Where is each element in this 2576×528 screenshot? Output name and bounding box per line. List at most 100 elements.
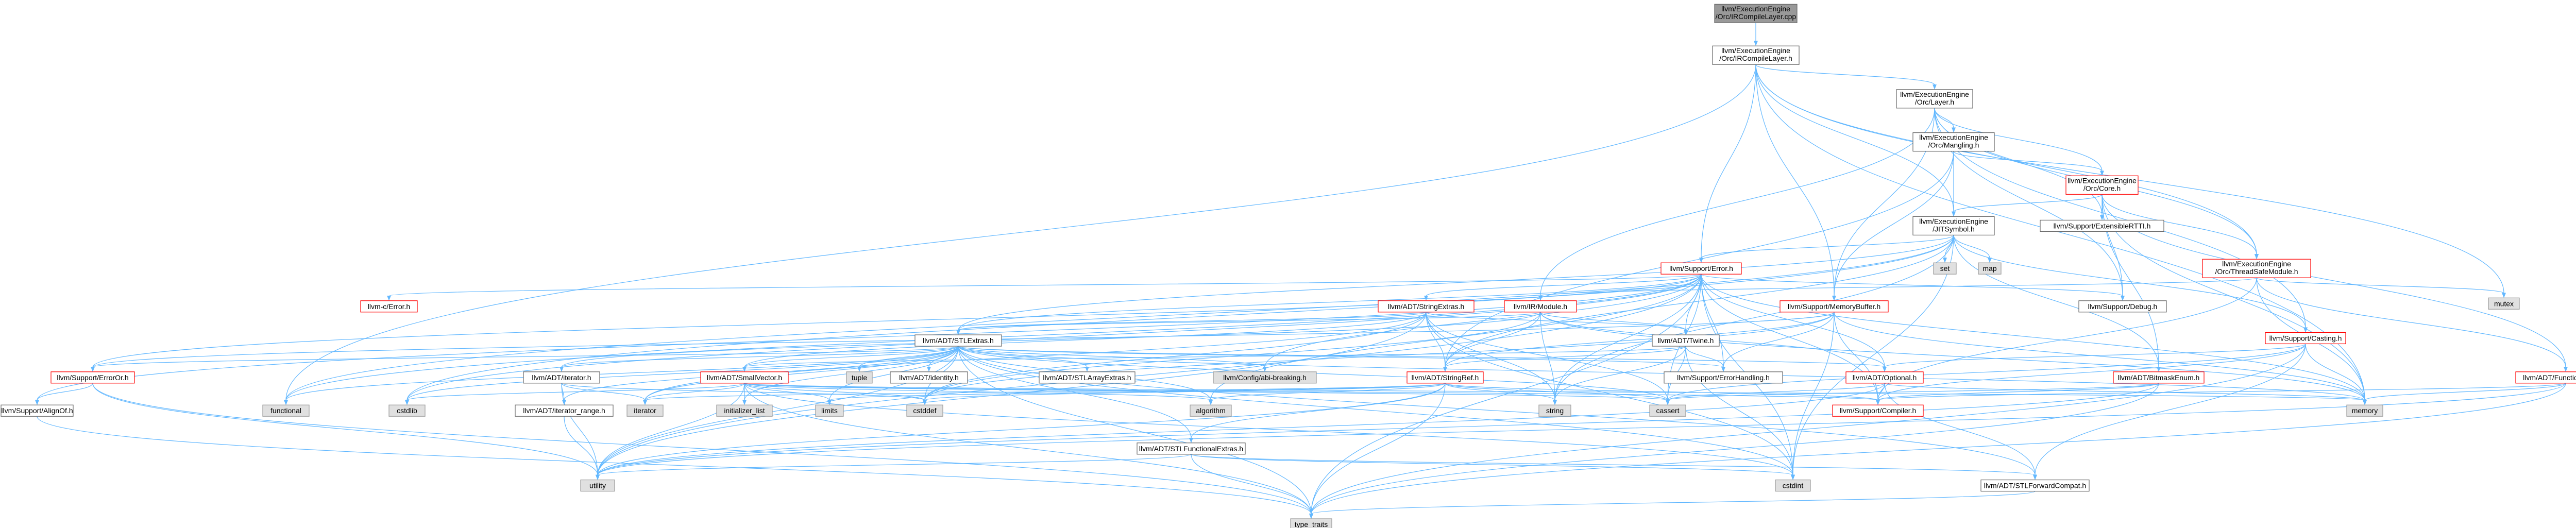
node-ircl[interactable]: llvm/ExecutionEngine/Orc/IRCompileLayer.… xyxy=(1712,45,1800,65)
edge-iterator_h-to-iterator xyxy=(561,383,647,405)
node-label: cassert xyxy=(1656,406,1679,415)
node-membuf[interactable]: llvm/Support/MemoryBuffer.h xyxy=(1780,300,1889,313)
node-compiler[interactable]: llvm/Support/Compiler.h xyxy=(1832,404,1924,417)
node-twine[interactable]: llvm/ADT/Twine.h xyxy=(1652,334,1720,347)
node-abibreak[interactable]: llvm/Config/abi-breaking.h xyxy=(1213,371,1317,384)
node-strextras[interactable]: llvm/ADT/StringExtras.h xyxy=(1378,300,1475,313)
edge-strref-to-compiler xyxy=(1445,383,1880,405)
node-label: /Orc/IRCompileLayer.cpp xyxy=(1716,12,1797,21)
node-stlarray[interactable]: llvm/ADT/STLArrayExtras.h xyxy=(1039,371,1136,384)
node-box xyxy=(1780,300,1889,313)
edge-jitsym-to-stlextras xyxy=(956,235,1954,335)
node-stlfunc[interactable]: llvm/ADT/STLFunctionalExtras.h xyxy=(1137,442,1246,455)
node-strref[interactable]: llvm/ADT/StringRef.h xyxy=(1406,371,1484,384)
edge-smallvec-to-cstddef xyxy=(744,383,927,405)
node-cerror[interactable]: llvm-c/Error.h xyxy=(360,300,418,313)
node-label: llvm/ADT/STLForwardCompat.h xyxy=(1984,482,2086,490)
node-cassert[interactable]: cassert xyxy=(1649,404,1686,417)
edge-smallvec-to-typetraits xyxy=(744,383,1313,519)
edge-strextras-to-smallvec xyxy=(742,312,1427,372)
edge-bitmask-to-utility xyxy=(596,383,2159,480)
node-cstddef[interactable]: cstddef xyxy=(906,404,943,417)
node-errorhandling[interactable]: llvm/Support/ErrorHandling.h xyxy=(1664,371,1783,384)
node-smallvec[interactable]: llvm/ADT/SmallVector.h xyxy=(700,371,789,384)
node-label: llvm/ADT/BitmaskEnum.h xyxy=(2118,373,2200,382)
node-label: type_traits xyxy=(1295,520,1328,528)
node-box xyxy=(262,404,310,417)
edge-ircl-to-functional xyxy=(284,64,1756,405)
node-label: /Orc/IRCompileLayer.h xyxy=(1719,54,1792,62)
edge-jitsym-to-cstdlib xyxy=(405,235,1954,405)
node-jitsym[interactable]: llvm/ExecutionEngine/JITSymbol.h xyxy=(1912,216,1995,235)
node-label: llvm/Support/Debug.h xyxy=(2088,302,2158,311)
node-iterator_h[interactable]: llvm/ADT/iterator.h xyxy=(523,371,600,384)
edge-error-to-alignof xyxy=(35,274,1702,405)
edge-tsm-to-fnextras xyxy=(2256,278,2568,372)
node-initlist[interactable]: initializer_list xyxy=(716,404,773,417)
edge-jitsym-to-bitmask xyxy=(1953,235,2161,372)
node-typetraits[interactable]: type_traits xyxy=(1290,518,1332,528)
node-box xyxy=(580,479,615,492)
node-memory[interactable]: memory xyxy=(2346,404,2383,417)
node-functional[interactable]: functional xyxy=(262,404,310,417)
node-layer[interactable]: llvm/ExecutionEngine/Orc/Layer.h xyxy=(1896,89,1973,109)
edge-error-to-stlextras xyxy=(956,274,1702,335)
node-box xyxy=(523,371,600,384)
edge-tsm-to-mutex xyxy=(2256,277,2506,298)
edge-casting-to-optional xyxy=(1883,343,2306,372)
node-label: llvm/Support/ErrorOr.h xyxy=(57,373,128,382)
node-box xyxy=(1039,371,1136,384)
node-irmodule[interactable]: llvm/IR/Module.h xyxy=(1504,300,1577,313)
node-casting[interactable]: llvm/Support/Casting.h xyxy=(2265,332,2346,345)
node-algorithm[interactable]: algorithm xyxy=(1190,404,1232,417)
node-alignof[interactable]: llvm/Support/AlignOf.h xyxy=(1,404,74,417)
node-utility[interactable]: utility xyxy=(580,479,615,492)
edge-membuf-to-memory xyxy=(1834,312,2367,405)
node-label: /Orc/Core.h xyxy=(2083,184,2121,192)
node-mutex[interactable]: mutex xyxy=(2488,297,2520,310)
node-box xyxy=(1213,371,1317,384)
node-label: llvm/ExecutionEngine xyxy=(1919,217,1988,225)
node-itrange[interactable]: llvm/ADT/iterator_range.h xyxy=(515,404,614,417)
node-fnextras[interactable]: llvm/ADT/FunctionExtras.h xyxy=(2515,371,2576,384)
edge-strref-to-algorithm xyxy=(1209,383,1446,405)
node-label: functional xyxy=(270,406,301,415)
edge-error-to-errorort xyxy=(91,274,1702,372)
node-identity[interactable]: llvm/ADT/identity.h xyxy=(890,371,968,384)
node-mangling[interactable]: llvm/ExecutionEngine/Orc/Mangling.h xyxy=(1912,132,1995,152)
edge-stlfunc-to-utility xyxy=(596,454,1192,480)
node-map[interactable]: map xyxy=(1978,262,2002,275)
node-label: /JITSymbol.h xyxy=(1933,225,1975,233)
node-box xyxy=(388,404,426,417)
node-error[interactable]: llvm/Support/Error.h xyxy=(1660,262,1742,275)
node-errorort[interactable]: llvm/Support/ErrorOr.h xyxy=(50,371,135,384)
node-core[interactable]: llvm/ExecutionEngine/Orc/Core.h xyxy=(2065,175,2139,195)
node-extrtti[interactable]: llvm/Support/ExtensibleRTTI.h xyxy=(2040,219,2164,232)
edge-error-to-optional xyxy=(1701,274,1887,372)
node-label: cstdint xyxy=(1783,482,1804,490)
node-root[interactable]: llvm/ExecutionEngine/Orc/IRCompileLayer.… xyxy=(1714,4,1798,23)
node-bitmask[interactable]: llvm/ADT/BitmaskEnum.h xyxy=(2113,371,2205,384)
node-limits[interactable]: limits xyxy=(815,404,844,417)
edge-bitmask-to-cassert xyxy=(1666,383,2159,405)
node-label: limits xyxy=(821,406,838,415)
edge-strextras-to-cassert xyxy=(1426,312,1670,405)
node-box xyxy=(1912,132,1995,152)
node-optional[interactable]: llvm/ADT/Optional.h xyxy=(1845,371,1924,384)
node-tsm[interactable]: llvm/ExecutionEngine/Orc/ThreadSafeModul… xyxy=(2202,259,2311,278)
edge-stlextras-to-functional xyxy=(284,346,959,405)
node-string[interactable]: string xyxy=(1538,404,1571,417)
node-iterator[interactable]: iterator xyxy=(626,404,664,417)
edge-stlextras-to-stlfwd xyxy=(958,346,2037,480)
node-set[interactable]: set xyxy=(1933,262,1957,275)
edge-iterator_h-to-cstddef xyxy=(561,383,927,405)
node-box xyxy=(1290,518,1332,528)
node-debug[interactable]: llvm/Support/Debug.h xyxy=(2078,300,2167,313)
node-tuple[interactable]: tuple xyxy=(846,371,873,384)
node-cstdlib[interactable]: cstdlib xyxy=(388,404,426,417)
node-box xyxy=(2265,332,2346,345)
node-stlfwd[interactable]: llvm/ADT/STLForwardCompat.h xyxy=(1980,479,2090,492)
node-stlextras[interactable]: llvm/ADT/STLExtras.h xyxy=(914,334,1002,347)
edge-fnextras-to-utility xyxy=(596,383,2566,480)
node-cstdint[interactable]: cstdint xyxy=(1775,479,1811,492)
